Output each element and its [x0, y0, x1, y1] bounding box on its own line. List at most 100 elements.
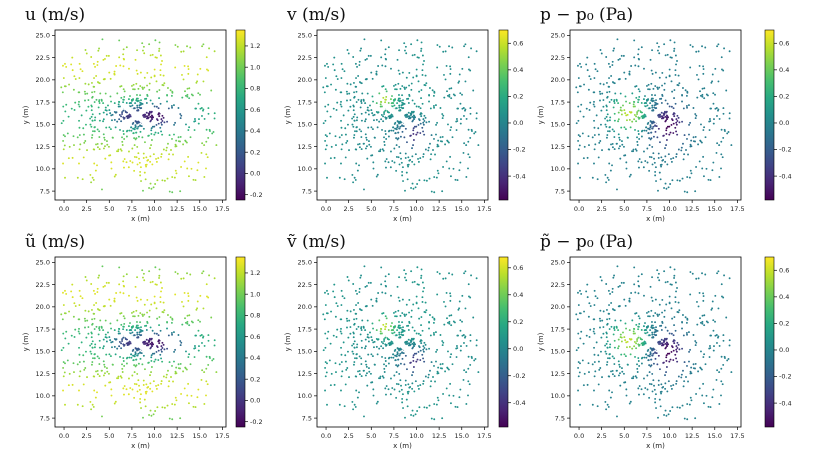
data-point — [125, 388, 128, 391]
data-point — [416, 358, 419, 361]
data-point — [118, 118, 121, 121]
data-point — [653, 157, 655, 160]
data-point — [642, 166, 645, 169]
data-point — [643, 294, 645, 297]
data-point — [118, 56, 121, 59]
data-point — [412, 139, 415, 141]
data-point — [373, 363, 376, 366]
data-point — [390, 150, 392, 153]
data-point — [650, 383, 653, 386]
data-point — [644, 342, 647, 345]
data-point — [436, 143, 439, 146]
data-point — [379, 375, 382, 378]
data-point — [136, 97, 139, 100]
data-point — [636, 140, 639, 143]
data-point — [356, 396, 359, 399]
data-point — [580, 65, 583, 68]
data-point — [614, 92, 617, 95]
data-point — [617, 338, 620, 341]
data-point — [441, 417, 444, 420]
data-point — [442, 393, 445, 395]
data-point — [122, 116, 125, 119]
data-point — [133, 169, 136, 172]
data-point — [668, 68, 671, 71]
data-point — [325, 312, 328, 315]
data-point — [349, 332, 352, 335]
data-point — [441, 135, 444, 138]
plate-obstacle — [636, 329, 668, 357]
data-point — [394, 310, 397, 313]
data-point — [601, 319, 604, 322]
data-point — [412, 356, 415, 359]
data-point — [163, 121, 166, 124]
data-point — [352, 136, 355, 139]
data-point — [92, 178, 95, 181]
data-point — [607, 312, 610, 315]
data-point — [85, 336, 88, 339]
data-point — [347, 350, 349, 353]
data-point — [366, 145, 368, 148]
data-point — [456, 406, 459, 409]
data-point — [153, 301, 156, 304]
data-point — [628, 102, 631, 105]
data-point — [363, 38, 366, 41]
data-point — [98, 339, 101, 342]
data-point — [608, 90, 611, 93]
data-point — [142, 416, 144, 419]
data-point — [701, 45, 703, 48]
data-point — [605, 336, 608, 339]
data-point — [144, 405, 147, 408]
data-point — [187, 402, 190, 405]
data-point — [137, 336, 139, 339]
data-point — [690, 366, 693, 369]
y-tick-label: 15.0 — [298, 121, 312, 129]
data-point — [637, 65, 640, 68]
data-point — [95, 325, 98, 328]
data-point — [156, 317, 159, 320]
data-point — [676, 406, 679, 409]
data-point — [667, 413, 670, 416]
data-point — [408, 71, 411, 74]
subplot-p: p − p₀ (Pa)0.0 2.5 5.0 7.5 10.0 12.5 15.0 17.57… — [537, 5, 792, 223]
data-point — [431, 316, 434, 319]
data-point — [87, 332, 90, 335]
data-point — [358, 291, 361, 293]
data-point — [380, 340, 383, 343]
data-point — [153, 74, 156, 77]
data-point — [152, 413, 155, 416]
data-point — [123, 95, 126, 98]
y-tick-label: 7.5 — [40, 187, 50, 195]
data-point — [404, 416, 406, 419]
data-point — [686, 176, 689, 178]
data-point — [78, 91, 81, 94]
data-point — [323, 91, 326, 94]
colorbar-tick-label: 0.8 — [250, 85, 260, 93]
y-tick-label: 17.5 — [551, 325, 565, 333]
data-point — [95, 98, 98, 101]
data-point — [185, 123, 187, 126]
data-point — [79, 370, 82, 373]
data-point — [635, 342, 638, 345]
data-point — [728, 117, 731, 120]
data-point — [91, 176, 94, 179]
data-point — [677, 311, 680, 314]
data-point — [102, 329, 105, 332]
data-point — [396, 120, 399, 123]
data-point — [419, 132, 422, 134]
data-point — [425, 406, 428, 409]
data-point — [692, 363, 695, 366]
data-point — [611, 355, 614, 358]
data-point — [388, 356, 391, 359]
data-point — [697, 78, 700, 81]
data-point — [690, 139, 693, 142]
data-point — [647, 354, 650, 357]
data-point — [340, 389, 342, 392]
data-point — [186, 87, 189, 90]
data-point — [173, 133, 175, 136]
data-point — [142, 276, 144, 279]
data-point — [663, 270, 666, 273]
colorbar-tick-label: -0.2 — [513, 372, 526, 380]
data-point — [658, 313, 661, 316]
data-point — [352, 408, 355, 411]
data-point — [430, 153, 433, 156]
